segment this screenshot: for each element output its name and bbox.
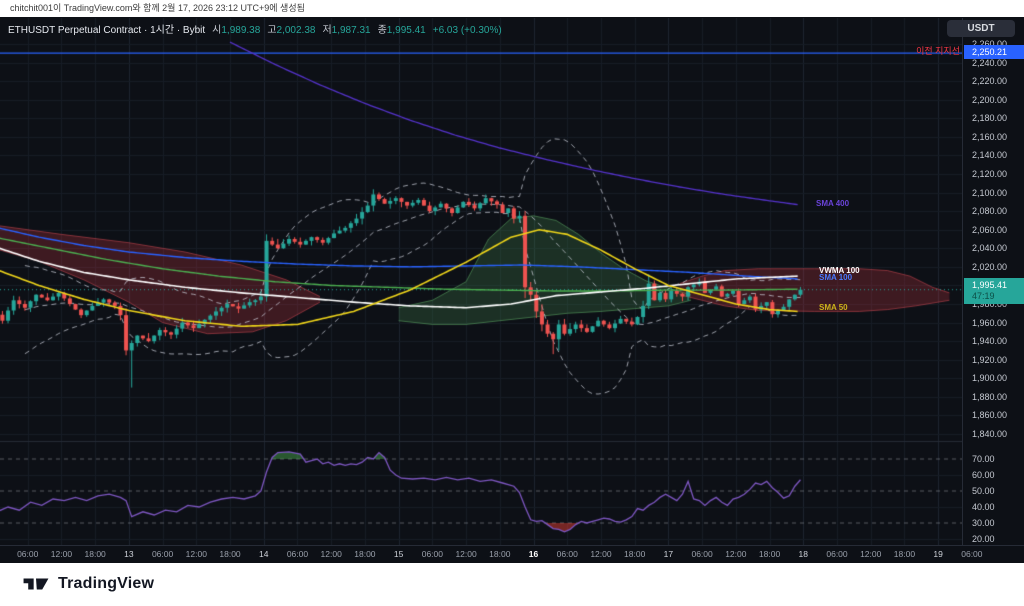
rsi-axis-label: 40.00 bbox=[972, 502, 995, 512]
time-axis-label: 18:00 bbox=[893, 549, 916, 559]
price-axis[interactable]: 2,250.21 1,995.41 47:19 2,260.00 2,240.00… bbox=[962, 18, 1024, 545]
time-axis-label: 15 bbox=[393, 549, 404, 559]
time-axis-label: 06:00 bbox=[826, 549, 848, 559]
time-axis-label: 06:00 bbox=[151, 549, 174, 559]
time-axis-label: 12:00 bbox=[455, 549, 477, 559]
time-axis-label: 12:00 bbox=[590, 549, 612, 559]
price-axis-label: 1,860.00 bbox=[972, 410, 1008, 421]
rsi-axis-label: 20.00 bbox=[972, 534, 995, 544]
time-axis-label: 06:00 bbox=[556, 549, 578, 559]
time-axis-label: 06:00 bbox=[691, 549, 713, 559]
time-axis-label: 13 bbox=[124, 549, 134, 559]
bar-countdown: 47:19 bbox=[972, 290, 995, 301]
time-axis-label: 06:00 bbox=[421, 549, 443, 559]
previous-support-annotation[interactable]: 이전 지지선 bbox=[916, 46, 960, 56]
price-axis-label: 2,060.00 bbox=[972, 224, 1008, 235]
rsi-axis-label: 30.00 bbox=[972, 518, 995, 528]
footer-bar: TradingView bbox=[0, 563, 1024, 606]
time-axis-label: 18:00 bbox=[624, 549, 646, 559]
price-change: +6.03 (+0.30%) bbox=[432, 25, 502, 36]
chart-canvas[interactable] bbox=[0, 18, 962, 545]
symbol-legend[interactable]: ETHUSDT Perpetual Contract · 1시간 · Bybit… bbox=[8, 21, 502, 36]
support-price-value: 2,250.21 bbox=[972, 47, 1008, 58]
price-axis-label: 2,140.00 bbox=[972, 150, 1008, 161]
ohlc-close-value: 1,995.41 bbox=[386, 25, 426, 36]
price-axis-label: 2,120.00 bbox=[972, 169, 1008, 179]
time-axis-label: 18:00 bbox=[219, 549, 241, 559]
sma100-label[interactable]: SMA 100 bbox=[819, 273, 853, 282]
price-axis-label: 2,180.00 bbox=[972, 113, 1008, 124]
ohlc-open-value: 1,989.38 bbox=[221, 25, 261, 36]
time-axis-label: 18 bbox=[798, 549, 808, 559]
ohlc-low-label: 저 bbox=[322, 25, 332, 36]
price-axis-label: 1,900.00 bbox=[972, 373, 1008, 384]
rsi-axis-label: 60.00 bbox=[972, 470, 995, 480]
time-axis-label: 18:00 bbox=[354, 549, 376, 559]
tradingview-brand[interactable]: TradingView bbox=[22, 573, 154, 595]
time-axis-label: 18:00 bbox=[758, 549, 781, 559]
price-axis-label: 2,040.00 bbox=[972, 243, 1008, 254]
time-axis-label: 18:00 bbox=[489, 549, 511, 559]
rsi-axis-label: 50.00 bbox=[972, 486, 995, 496]
price-axis-label: 2,200.00 bbox=[972, 94, 1008, 105]
tradingview-logo-icon bbox=[23, 578, 49, 590]
time-axis[interactable]: 06:00 12:00 18:00 13 06:00 12:00 18:00 14 06:00 1… bbox=[0, 545, 1024, 563]
symbol-title: ETHUSDT Perpetual Contract · 1시간 · Bybit bbox=[8, 25, 206, 36]
time-axis-label: 18:00 bbox=[84, 549, 106, 559]
vwma100-label[interactable]: VWMA 100 bbox=[819, 266, 860, 275]
ohlc-high-value: 2,002.38 bbox=[276, 25, 316, 36]
price-axis-label: 2,020.00 bbox=[972, 261, 1008, 272]
price-axis-label: 1,880.00 bbox=[972, 391, 1008, 402]
price-axis-label: 2,100.00 bbox=[972, 187, 1008, 198]
ohlc-low-value: 1,987.31 bbox=[331, 25, 371, 36]
time-axis-label: 12:00 bbox=[320, 549, 342, 559]
time-axis-label: 19 bbox=[933, 549, 943, 559]
currency-toggle-button[interactable]: USDT bbox=[947, 20, 1015, 37]
rsi-axis-label: 70.00 bbox=[972, 454, 995, 464]
price-axis-label: 2,220.00 bbox=[972, 76, 1008, 87]
attribution-bar: chitchit001이 TradingView.com와 함께 2월 17, … bbox=[0, 0, 1024, 17]
price-axis-label: 2,160.00 bbox=[972, 131, 1008, 142]
sma400-label[interactable]: SMA 400 bbox=[816, 199, 850, 208]
time-axis-label: 06:00 bbox=[286, 549, 309, 559]
time-axis-label: 12:00 bbox=[725, 549, 747, 559]
price-axis-label: 2,080.00 bbox=[972, 206, 1008, 217]
time-axis-label: 14 bbox=[259, 549, 269, 559]
price-axis-label: 1,960.00 bbox=[972, 317, 1008, 328]
time-axis-label: 16 bbox=[528, 549, 539, 559]
time-axis-label: 12:00 bbox=[860, 549, 882, 559]
sma50-label[interactable]: SMA 50 bbox=[819, 303, 848, 312]
price-axis-label: 2,260.00 bbox=[972, 39, 1008, 49]
time-axis-label: 17 bbox=[663, 549, 674, 559]
time-axis-label: 12:00 bbox=[185, 549, 207, 559]
price-axis-label: 2,240.00 bbox=[972, 57, 1008, 68]
ohlc-high-label: 고 bbox=[267, 25, 277, 36]
price-axis-label: 1,840.00 bbox=[972, 429, 1008, 439]
price-axis-label: 1,980.00 bbox=[972, 299, 1008, 309]
time-axis-label: 12:00 bbox=[50, 549, 73, 559]
time-axis-label: 06:00 bbox=[17, 549, 39, 559]
last-price-badge: 1,995.41 47:19 bbox=[964, 277, 1024, 304]
price-axis-label: 1,940.00 bbox=[972, 336, 1008, 347]
time-axis-label: 06:00 bbox=[961, 549, 983, 559]
ohlc-open-label: 시 bbox=[212, 25, 222, 36]
support-price-badge: 2,250.21 bbox=[964, 45, 1024, 60]
last-price-value: 1,995.41 bbox=[972, 279, 1008, 290]
tradingview-brand-text: TradingView bbox=[58, 575, 155, 592]
ohlc-close-label: 종 bbox=[377, 25, 387, 36]
price-axis-label: 1,920.00 bbox=[972, 354, 1008, 365]
